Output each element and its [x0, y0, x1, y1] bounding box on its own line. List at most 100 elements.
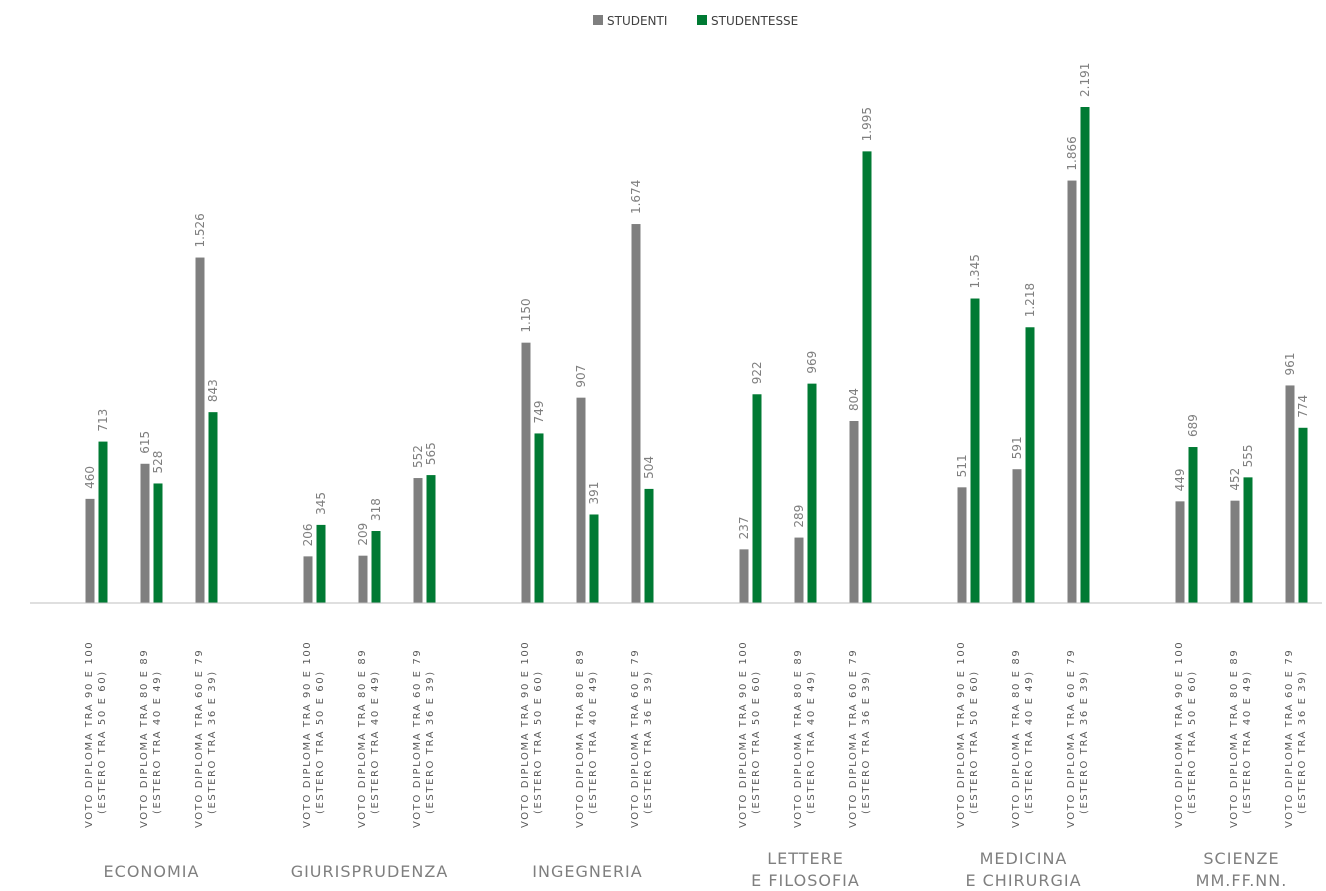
value-label-studentesse-4: 318 — [369, 498, 383, 521]
category-label-8: VOTO DIPLOMA TRA 60 E 79 (ESTERO TRA 36 E… — [630, 649, 654, 828]
bar-studentesse-5 — [426, 475, 436, 603]
value-label-studenti-1: 615 — [138, 431, 152, 454]
category-label-1: VOTO DIPLOMA TRA 80 E 89 (ESTERO TRA 40 E… — [139, 649, 163, 828]
group-label-0: ECONOMIA — [104, 862, 200, 881]
bar-studenti-10 — [794, 537, 804, 603]
bar-studenti-12 — [957, 487, 967, 603]
legend-swatch-studenti — [593, 15, 603, 25]
value-label-studenti-6: 1.150 — [519, 298, 533, 332]
value-label-studentesse-13: 1.218 — [1023, 283, 1037, 317]
bar-studenti-6 — [521, 342, 531, 603]
value-label-studentesse-5: 565 — [424, 442, 438, 465]
category-label-7: VOTO DIPLOMA TRA 80 E 89 (ESTERO TRA 40 E… — [575, 649, 599, 828]
category-label-4: VOTO DIPLOMA TRA 80 E 89 (ESTERO TRA 40 E… — [357, 649, 381, 828]
category-label-5: VOTO DIPLOMA TRA 60 E 79 (ESTERO TRA 36 E… — [412, 649, 436, 828]
value-label-studentesse-2: 843 — [206, 379, 220, 402]
group-label-2: INGEGNERIA — [532, 862, 642, 881]
bar-studentesse-3 — [316, 524, 326, 603]
value-label-studentesse-16: 555 — [1241, 444, 1255, 467]
value-label-studentesse-9: 922 — [750, 361, 764, 384]
value-label-studenti-11: 804 — [847, 388, 861, 411]
bar-studentesse-17 — [1298, 427, 1308, 603]
group-label-1: GIURISPRUDENZA — [291, 862, 449, 881]
bar-studenti-2 — [195, 257, 205, 603]
bars — [85, 107, 1308, 603]
bar-studentesse-12 — [970, 298, 980, 603]
value-label-studentesse-0: 713 — [96, 409, 110, 432]
value-label-studenti-16: 452 — [1228, 468, 1242, 491]
bar-studenti-15 — [1175, 501, 1185, 603]
bar-studenti-11 — [849, 420, 859, 603]
category-label-12: VOTO DIPLOMA TRA 90 E 100 (ESTERO TRA 50 … — [956, 641, 980, 828]
bar-studenti-8 — [631, 224, 641, 603]
value-label-studenti-14: 1.866 — [1065, 136, 1079, 170]
bar-studentesse-11 — [862, 151, 872, 603]
category-label-15: VOTO DIPLOMA TRA 90 E 100 (ESTERO TRA 50 … — [1174, 641, 1198, 828]
bar-studenti-3 — [303, 556, 313, 603]
value-label-studentesse-15: 689 — [1186, 414, 1200, 437]
group-label-3: LETTERE E FILOSOFIA — [751, 849, 860, 890]
bar-studenti-0 — [85, 498, 95, 603]
category-label-11: VOTO DIPLOMA TRA 60 E 79 (ESTERO TRA 36 E… — [848, 649, 872, 828]
bar-studenti-13 — [1012, 469, 1022, 603]
value-label-studenti-4: 209 — [356, 523, 370, 546]
category-label-9: VOTO DIPLOMA TRA 90 E 100 (ESTERO TRA 50 … — [738, 641, 762, 828]
category-labels: VOTO DIPLOMA TRA 90 E 100 (ESTERO TRA 50 … — [84, 641, 1308, 828]
category-label-14: VOTO DIPLOMA TRA 60 E 79 (ESTERO TRA 36 E… — [1066, 649, 1090, 828]
category-label-13: VOTO DIPLOMA TRA 80 E 89 (ESTERO TRA 40 E… — [1011, 649, 1035, 828]
bar-studentesse-1 — [153, 483, 163, 603]
value-label-studenti-0: 460 — [83, 466, 97, 489]
value-label-studenti-12: 511 — [955, 454, 969, 477]
value-label-studentesse-11: 1.995 — [860, 107, 874, 141]
group-labels: ECONOMIA GIURISPRUDENZA INGEGNERIA LETTERE E… — [104, 849, 1288, 890]
value-label-studenti-2: 1.526 — [193, 213, 207, 247]
bar-studentesse-16 — [1243, 477, 1253, 603]
value-label-studentesse-1: 528 — [151, 451, 165, 474]
bar-studentesse-13 — [1025, 327, 1035, 603]
bar-studenti-9 — [739, 549, 749, 603]
value-label-studentesse-10: 969 — [805, 351, 819, 374]
value-label-studenti-15: 449 — [1173, 468, 1187, 491]
bar-studentesse-4 — [371, 531, 381, 603]
value-label-studenti-13: 591 — [1010, 436, 1024, 459]
bar-studenti-16 — [1230, 500, 1240, 603]
legend-label-studenti: STUDENTI — [607, 14, 667, 28]
bar-studentesse-6 — [534, 433, 544, 603]
bar-studentesse-10 — [807, 383, 817, 603]
group-label-4: MEDICINA E CHIRURGIA — [965, 849, 1081, 890]
category-label-17: VOTO DIPLOMA TRA 60 E 79 (ESTERO TRA 36 E… — [1284, 649, 1308, 828]
value-label-studenti-17: 961 — [1283, 353, 1297, 376]
bar-studentesse-14 — [1080, 107, 1090, 603]
bar-studenti-14 — [1067, 180, 1077, 603]
category-label-0: VOTO DIPLOMA TRA 90 E 100 (ESTERO TRA 50 … — [84, 641, 108, 828]
value-label-studentesse-7: 391 — [587, 482, 601, 505]
value-label-studentesse-6: 749 — [532, 401, 546, 424]
category-label-2: VOTO DIPLOMA TRA 60 E 79 (ESTERO TRA 36 E… — [194, 649, 218, 828]
bar-studenti-4 — [358, 555, 368, 603]
value-label-studentesse-3: 345 — [314, 492, 328, 515]
bar-studentesse-0 — [98, 441, 108, 603]
bar-studentesse-9 — [752, 394, 762, 603]
value-label-studenti-7: 907 — [574, 365, 588, 388]
group-label-5: SCIENZE MM.FF.NN. — [1196, 849, 1288, 890]
bar-studentesse-8 — [644, 488, 654, 603]
value-label-studentesse-8: 504 — [642, 456, 656, 479]
value-label-studenti-3: 206 — [301, 523, 315, 546]
value-label-studenti-9: 237 — [737, 516, 751, 539]
value-label-studentesse-14: 2.191 — [1078, 63, 1092, 97]
bar-studentesse-15 — [1188, 447, 1198, 603]
value-label-studenti-8: 1.674 — [629, 180, 643, 214]
category-label-6: VOTO DIPLOMA TRA 90 E 100 (ESTERO TRA 50 … — [520, 641, 544, 828]
bar-studenti-1 — [140, 463, 150, 603]
value-label-studenti-5: 552 — [411, 445, 425, 468]
legend: STUDENTI STUDENTESSE — [593, 14, 798, 28]
category-label-3: VOTO DIPLOMA TRA 90 E 100 (ESTERO TRA 50 … — [302, 641, 326, 828]
legend-swatch-studentesse — [697, 15, 707, 25]
bar-studenti-5 — [413, 478, 423, 603]
bar-studenti-17 — [1285, 385, 1295, 603]
legend-label-studentesse: STUDENTESSE — [711, 14, 798, 28]
value-label-studentesse-12: 1.345 — [968, 254, 982, 288]
category-label-10: VOTO DIPLOMA TRA 80 E 89 (ESTERO TRA 40 E… — [793, 649, 817, 828]
